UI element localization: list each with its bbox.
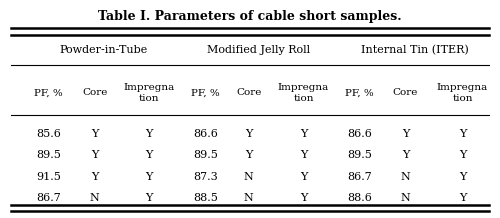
Text: 87.3: 87.3 (193, 172, 218, 182)
Text: Internal Tin (ITER): Internal Tin (ITER) (362, 45, 469, 55)
Text: N: N (244, 193, 254, 203)
Text: 86.6: 86.6 (347, 129, 372, 139)
Text: Y: Y (245, 129, 252, 139)
Text: Modified Jelly Roll: Modified Jelly Roll (207, 45, 310, 55)
Text: Impregna
tion: Impregna tion (124, 83, 175, 102)
Text: Core: Core (82, 88, 108, 97)
Text: N: N (400, 193, 410, 203)
Text: Y: Y (402, 150, 409, 160)
Text: N: N (90, 193, 100, 203)
Text: Y: Y (146, 193, 153, 203)
Text: 86.6: 86.6 (193, 129, 218, 139)
Text: Y: Y (459, 150, 466, 160)
Text: Y: Y (300, 193, 307, 203)
Text: Y: Y (300, 150, 307, 160)
Text: PF, %: PF, % (345, 88, 374, 97)
Text: Y: Y (402, 129, 409, 139)
Text: 86.7: 86.7 (347, 172, 372, 182)
Text: Y: Y (459, 172, 466, 182)
Text: Y: Y (146, 172, 153, 182)
Text: Table I. Parameters of cable short samples.: Table I. Parameters of cable short sampl… (98, 10, 402, 23)
Text: Impregna
tion: Impregna tion (437, 83, 488, 102)
Text: 85.6: 85.6 (36, 129, 61, 139)
Text: 89.5: 89.5 (36, 150, 61, 160)
Text: PF, %: PF, % (34, 88, 63, 97)
Text: 91.5: 91.5 (36, 172, 61, 182)
Text: Y: Y (146, 150, 153, 160)
Text: Y: Y (146, 129, 153, 139)
Text: PF, %: PF, % (191, 88, 220, 97)
Text: Powder-in-Tube: Powder-in-Tube (59, 45, 148, 55)
Text: Core: Core (392, 88, 418, 97)
Text: 89.5: 89.5 (347, 150, 372, 160)
Text: Y: Y (300, 129, 307, 139)
Text: Y: Y (300, 172, 307, 182)
Text: 86.7: 86.7 (36, 193, 61, 203)
Text: Y: Y (459, 129, 466, 139)
Text: 89.5: 89.5 (193, 150, 218, 160)
Text: Y: Y (459, 193, 466, 203)
Text: N: N (244, 172, 254, 182)
Text: Y: Y (91, 150, 98, 160)
Text: 88.5: 88.5 (193, 193, 218, 203)
Text: Y: Y (245, 150, 252, 160)
Text: Impregna
tion: Impregna tion (278, 83, 329, 102)
Text: Core: Core (236, 88, 262, 97)
Text: N: N (400, 172, 410, 182)
Text: Y: Y (91, 129, 98, 139)
Text: 88.6: 88.6 (347, 193, 372, 203)
Text: Y: Y (91, 172, 98, 182)
